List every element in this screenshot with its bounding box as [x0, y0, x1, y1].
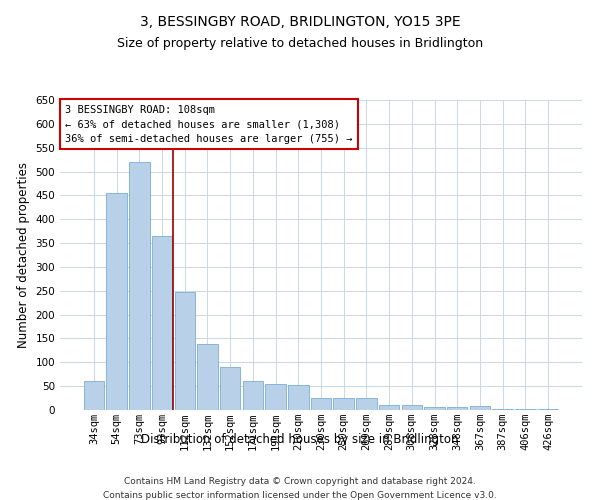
Bar	[265, 384, 286, 410]
Bar	[493, 408, 513, 410]
Bar	[197, 344, 218, 410]
Bar	[401, 405, 422, 410]
Text: Contains HM Land Registry data © Crown copyright and database right 2024.: Contains HM Land Registry data © Crown c…	[124, 478, 476, 486]
Text: Contains public sector information licensed under the Open Government Licence v3: Contains public sector information licen…	[103, 491, 497, 500]
Bar	[356, 398, 377, 410]
Bar	[129, 162, 149, 410]
Bar	[106, 193, 127, 410]
Bar	[242, 382, 263, 410]
Bar	[424, 407, 445, 410]
Text: Size of property relative to detached houses in Bridlington: Size of property relative to detached ho…	[117, 38, 483, 51]
Bar	[538, 408, 558, 410]
Bar	[288, 385, 308, 410]
Y-axis label: Number of detached properties: Number of detached properties	[17, 162, 30, 348]
Text: 3 BESSINGBY ROAD: 108sqm
← 63% of detached houses are smaller (1,308)
36% of sem: 3 BESSINGBY ROAD: 108sqm ← 63% of detach…	[65, 104, 353, 144]
Bar	[84, 382, 104, 410]
Bar	[515, 408, 536, 410]
Bar	[175, 292, 195, 410]
Bar	[447, 407, 467, 410]
Bar	[379, 405, 400, 410]
Text: Distribution of detached houses by size in Bridlington: Distribution of detached houses by size …	[141, 432, 459, 446]
Bar	[311, 398, 331, 410]
Bar	[334, 398, 354, 410]
Bar	[220, 367, 241, 410]
Bar	[152, 236, 172, 410]
Bar	[470, 406, 490, 410]
Text: 3, BESSINGBY ROAD, BRIDLINGTON, YO15 3PE: 3, BESSINGBY ROAD, BRIDLINGTON, YO15 3PE	[140, 15, 460, 29]
